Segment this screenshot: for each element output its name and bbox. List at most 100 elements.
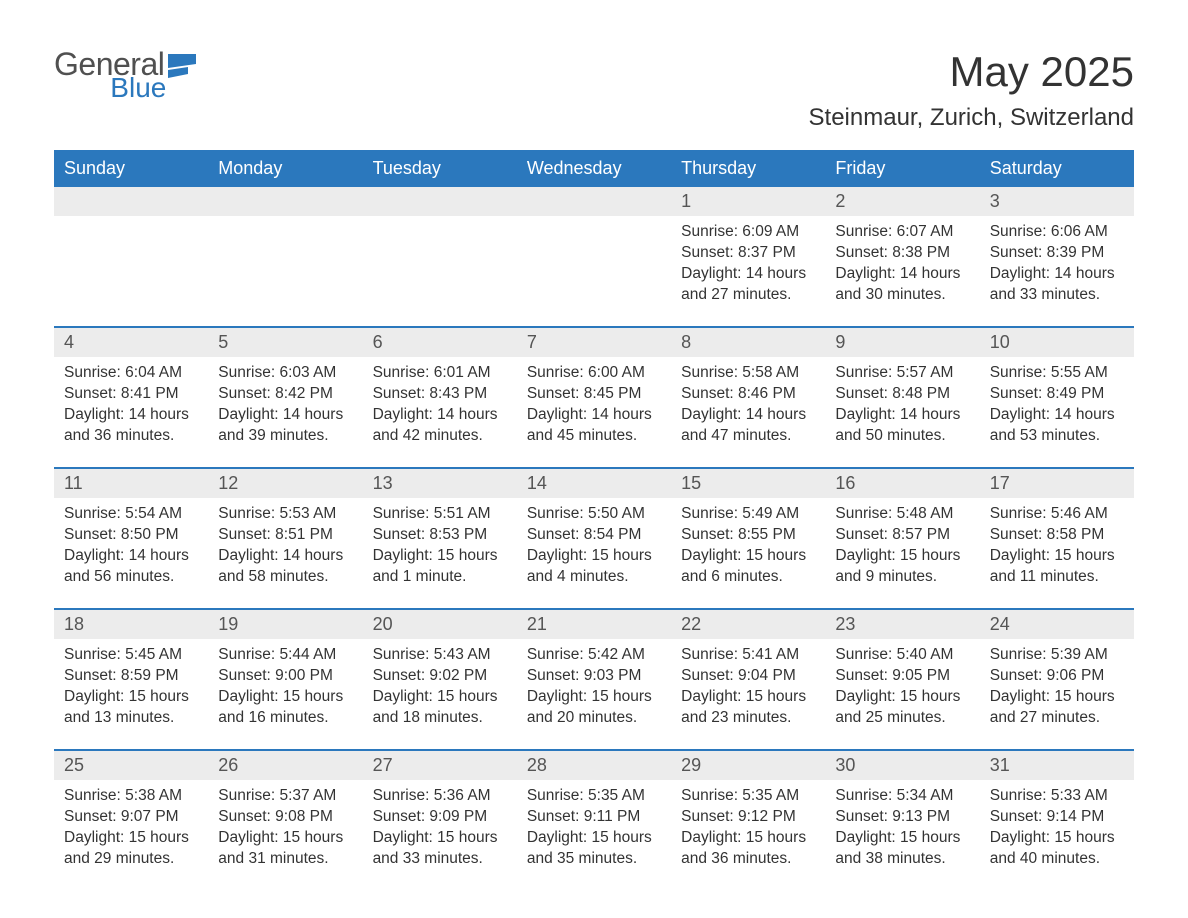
sunset-text: Sunset: 8:50 PM: [64, 525, 198, 546]
daylight-text: Daylight: 15 hours and 31 minutes.: [218, 828, 352, 870]
daylight-text: Daylight: 15 hours and 20 minutes.: [527, 687, 661, 729]
brand-logo: General Blue: [54, 48, 202, 102]
day-number: 18: [54, 610, 208, 639]
sunset-text: Sunset: 9:06 PM: [990, 666, 1124, 687]
brand-word2: Blue: [110, 74, 166, 102]
calendar: Sunday Monday Tuesday Wednesday Thursday…: [54, 150, 1134, 884]
day-number: 17: [980, 469, 1134, 498]
weekday-fri: Friday: [825, 150, 979, 187]
sunrise-text: Sunrise: 5:54 AM: [64, 504, 198, 525]
day-number: 22: [671, 610, 825, 639]
brand-text: General Blue: [54, 48, 164, 102]
day-cell: Sunrise: 5:55 AMSunset: 8:49 PMDaylight:…: [980, 357, 1134, 461]
day-number: 26: [208, 751, 362, 780]
day-cell: Sunrise: 5:46 AMSunset: 8:58 PMDaylight:…: [980, 498, 1134, 602]
daylight-text: Daylight: 14 hours and 58 minutes.: [218, 546, 352, 588]
weekday-thu: Thursday: [671, 150, 825, 187]
sunset-text: Sunset: 9:00 PM: [218, 666, 352, 687]
sunrise-text: Sunrise: 5:45 AM: [64, 645, 198, 666]
daylight-text: Daylight: 15 hours and 36 minutes.: [681, 828, 815, 870]
day-cell: Sunrise: 5:36 AMSunset: 9:09 PMDaylight:…: [363, 780, 517, 884]
day-cell: Sunrise: 5:51 AMSunset: 8:53 PMDaylight:…: [363, 498, 517, 602]
sunrise-text: Sunrise: 5:48 AM: [835, 504, 969, 525]
sunrise-text: Sunrise: 5:58 AM: [681, 363, 815, 384]
month-title: May 2025: [809, 48, 1134, 96]
content-row: Sunrise: 5:38 AMSunset: 9:07 PMDaylight:…: [54, 780, 1134, 884]
day-cell: Sunrise: 5:39 AMSunset: 9:06 PMDaylight:…: [980, 639, 1134, 743]
day-cell: [363, 216, 517, 320]
day-number: 25: [54, 751, 208, 780]
daylight-text: Daylight: 15 hours and 1 minute.: [373, 546, 507, 588]
day-cell: Sunrise: 5:34 AMSunset: 9:13 PMDaylight:…: [825, 780, 979, 884]
content-row: Sunrise: 5:54 AMSunset: 8:50 PM Daylight:…: [54, 498, 1134, 602]
week-row: 45678910Sunrise: 6:04 AMSunset: 8:41 PMD…: [54, 328, 1134, 461]
week-row: 18192021222324Sunrise: 5:45 AMSunset: 8:…: [54, 610, 1134, 743]
day-cell: Sunrise: 5:45 AMSunset: 8:59 PMDaylight:…: [54, 639, 208, 743]
sunset-text: Sunset: 8:39 PM: [990, 243, 1124, 264]
day-number: 12: [208, 469, 362, 498]
sunrise-text: Sunrise: 5:36 AM: [373, 786, 507, 807]
weekday-sun: Sunday: [54, 150, 208, 187]
daylight-text: Daylight: 15 hours and 9 minutes.: [835, 546, 969, 588]
daylight-text: Daylight: 15 hours and 4 minutes.: [527, 546, 661, 588]
header: General Blue May 2025 Steinmaur, Zurich,…: [54, 48, 1134, 132]
day-cell: Sunrise: 6:07 AMSunset: 8:38 PMDaylight:…: [825, 216, 979, 320]
sunset-text: Sunset: 8:59 PM: [64, 666, 198, 687]
daylight-text: Daylight: 14 hours and 36 minutes.: [64, 405, 198, 447]
weekday-tue: Tuesday: [363, 150, 517, 187]
day-cell: Sunrise: 5:40 AMSunset: 9:05 PMDaylight:…: [825, 639, 979, 743]
sunrise-text: Sunrise: 5:33 AM: [990, 786, 1124, 807]
sunrise-text: Sunrise: 6:07 AM: [835, 222, 969, 243]
sunrise-text: Sunrise: 6:06 AM: [990, 222, 1124, 243]
sunset-text: Sunset: 8:57 PM: [835, 525, 969, 546]
daynum-row: 25262728293031: [54, 751, 1134, 780]
day-number: 23: [825, 610, 979, 639]
day-cell: [517, 216, 671, 320]
day-cell: Sunrise: 5:49 AMSunset: 8:55 PMDaylight:…: [671, 498, 825, 602]
sunrise-text: Sunrise: 5:57 AM: [835, 363, 969, 384]
content-row: Sunrise: 6:09 AMSunset: 8:37 PMDaylight:…: [54, 216, 1134, 320]
day-cell: Sunrise: 5:44 AMSunset: 9:00 PMDaylight:…: [208, 639, 362, 743]
day-cell: Sunrise: 6:00 AMSunset: 8:45 PMDaylight:…: [517, 357, 671, 461]
content-row: Sunrise: 5:45 AMSunset: 8:59 PM Daylight:…: [54, 639, 1134, 743]
day-cell: [54, 216, 208, 320]
daylight-text: Daylight: 15 hours and 27 minutes.: [990, 687, 1124, 729]
sunset-text: Sunset: 8:46 PM: [681, 384, 815, 405]
daylight-text: Daylight: 15 hours and 40 minutes.: [990, 828, 1124, 870]
sunset-text: Sunset: 9:11 PM: [527, 807, 661, 828]
sunset-text: Sunset: 8:43 PM: [373, 384, 507, 405]
day-cell: Sunrise: 5:33 AMSunset: 9:14 PMDaylight:…: [980, 780, 1134, 884]
sunset-text: Sunset: 8:45 PM: [527, 384, 661, 405]
day-number: 3: [980, 187, 1134, 216]
day-cell: Sunrise: 5:38 AMSunset: 9:07 PMDaylight:…: [54, 780, 208, 884]
daylight-text: Daylight: 14 hours and 33 minutes.: [990, 264, 1124, 306]
sunset-text: Sunset: 9:13 PM: [835, 807, 969, 828]
day-number: 2: [825, 187, 979, 216]
weekday-wed: Wednesday: [517, 150, 671, 187]
weekday-header: Sunday Monday Tuesday Wednesday Thursday…: [54, 150, 1134, 187]
week-row: 123Sunrise: 6:09 AMSunset: 8:37 PMDaylig…: [54, 187, 1134, 320]
day-number: [208, 187, 362, 216]
daylight-text: Daylight: 15 hours and 16 minutes.: [218, 687, 352, 729]
sunset-text: Sunset: 8:55 PM: [681, 525, 815, 546]
sunrise-text: Sunrise: 6:04 AM: [64, 363, 198, 384]
day-number: 30: [825, 751, 979, 780]
day-number: 27: [363, 751, 517, 780]
sunset-text: Sunset: 9:03 PM: [527, 666, 661, 687]
daylight-text: Daylight: 15 hours and 23 minutes.: [681, 687, 815, 729]
day-number: 8: [671, 328, 825, 357]
sunset-text: Sunset: 8:54 PM: [527, 525, 661, 546]
sunrise-text: Sunrise: 5:37 AM: [218, 786, 352, 807]
sunrise-text: Sunrise: 5:43 AM: [373, 645, 507, 666]
daylight-text: Daylight: 15 hours and 38 minutes.: [835, 828, 969, 870]
daylight-text: Daylight: 15 hours and 35 minutes.: [527, 828, 661, 870]
daynum-row: 123: [54, 187, 1134, 216]
sunrise-text: Sunrise: 5:55 AM: [990, 363, 1124, 384]
sunrise-text: Sunrise: 5:44 AM: [218, 645, 352, 666]
sunset-text: Sunset: 9:08 PM: [218, 807, 352, 828]
day-cell: Sunrise: 6:04 AMSunset: 8:41 PMDaylight:…: [54, 357, 208, 461]
sunrise-text: Sunrise: 6:03 AM: [218, 363, 352, 384]
sunset-text: Sunset: 9:14 PM: [990, 807, 1124, 828]
daylight-text: Daylight: 14 hours and 30 minutes.: [835, 264, 969, 306]
sunrise-text: Sunrise: 5:34 AM: [835, 786, 969, 807]
